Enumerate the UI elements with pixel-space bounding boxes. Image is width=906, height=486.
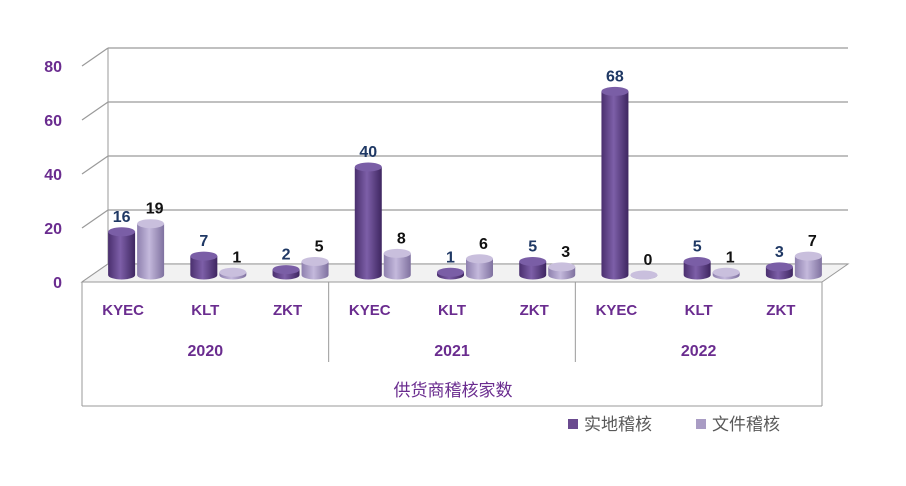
data-label: 16: [113, 209, 131, 226]
x-axis-title: 供货商稽核家数: [394, 381, 513, 401]
category-label: KLT: [191, 302, 219, 319]
y-tick-label: 0: [53, 275, 62, 292]
category-label: KYEC: [102, 302, 144, 319]
x-axis: 2020 KYEC KLT ZKT 2021 KYEC KLT ZKT 2022 KYEC KLT Z…: [81, 282, 823, 407]
category-label: ZKT: [766, 302, 795, 319]
data-label: 1: [232, 249, 241, 266]
gridline-diagonal: [81, 209, 109, 229]
data-label: 3: [775, 244, 784, 261]
bar-series1: [765, 262, 793, 280]
y-tick-label: 20: [44, 221, 62, 238]
group-label: 2022: [681, 343, 717, 360]
data-label: 19: [146, 201, 164, 218]
legend: 实地稽核 文件稽核: [568, 415, 780, 435]
bar-series1: [519, 257, 547, 280]
data-label: 1: [726, 249, 735, 266]
bars: [108, 86, 822, 280]
bar-series1: [354, 162, 382, 280]
data-label: 68: [606, 68, 624, 85]
bar-series1: [601, 86, 629, 280]
gridline-diagonal: [81, 155, 109, 175]
data-label: 40: [359, 144, 377, 161]
bar-series2: [630, 270, 658, 280]
bar-series2: [712, 267, 740, 280]
legend-item: 文件稽核: [696, 415, 780, 435]
category-label: ZKT: [520, 302, 549, 319]
data-label: 2: [282, 247, 291, 264]
legend-swatch: [568, 419, 578, 429]
data-label: 6: [479, 236, 488, 253]
bar-series1: [108, 227, 136, 280]
legend-label: 文件稽核: [712, 415, 780, 435]
category-label: KLT: [438, 302, 466, 319]
y-tick-label: 80: [44, 59, 62, 76]
bar-series2: [301, 257, 329, 280]
bar-series2: [137, 219, 165, 280]
category-label: ZKT: [273, 302, 302, 319]
group-label: 2020: [188, 343, 224, 360]
bar-series1: [190, 251, 218, 280]
bar-series2: [548, 262, 576, 280]
bar-series1: [272, 265, 300, 280]
group-label: 2021: [434, 343, 470, 360]
bar-series2: [466, 254, 493, 280]
data-label: 5: [528, 239, 537, 256]
category-label: KYEC: [596, 302, 638, 319]
gridline-diagonal: [81, 101, 109, 121]
category-label: KLT: [685, 302, 713, 319]
y-tick-label: 40: [44, 167, 62, 184]
data-label: 7: [199, 233, 208, 250]
legend-swatch: [696, 419, 706, 429]
axis-frame: [80, 48, 850, 283]
data-label: 5: [693, 239, 702, 256]
data-label: 3: [561, 244, 570, 261]
bar-series2: [794, 251, 822, 280]
category-label: KYEC: [349, 302, 391, 319]
data-label: 7: [808, 233, 817, 250]
gridline-diagonal: [81, 47, 109, 67]
legend-item: 实地稽核: [568, 415, 652, 435]
data-label: 5: [315, 239, 324, 256]
data-label: 8: [397, 230, 406, 247]
y-tick-label: 60: [44, 113, 62, 130]
data-label: 0: [643, 252, 652, 269]
bar-series1: [683, 257, 711, 280]
bar-series1: [437, 267, 464, 280]
bar-series2: [383, 248, 411, 280]
bar-series2: [219, 267, 247, 280]
legend-label: 实地稽核: [584, 415, 652, 435]
data-label: 1: [446, 249, 455, 266]
